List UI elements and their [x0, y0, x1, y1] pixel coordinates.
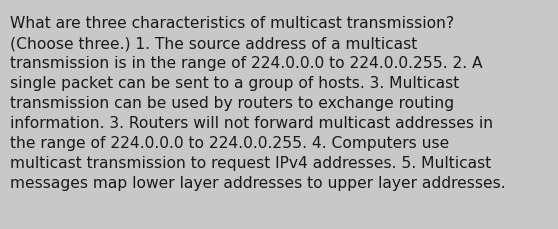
Text: What are three characteristics of multicast transmission?
(Choose three.) 1. The: What are three characteristics of multic…	[10, 16, 506, 191]
